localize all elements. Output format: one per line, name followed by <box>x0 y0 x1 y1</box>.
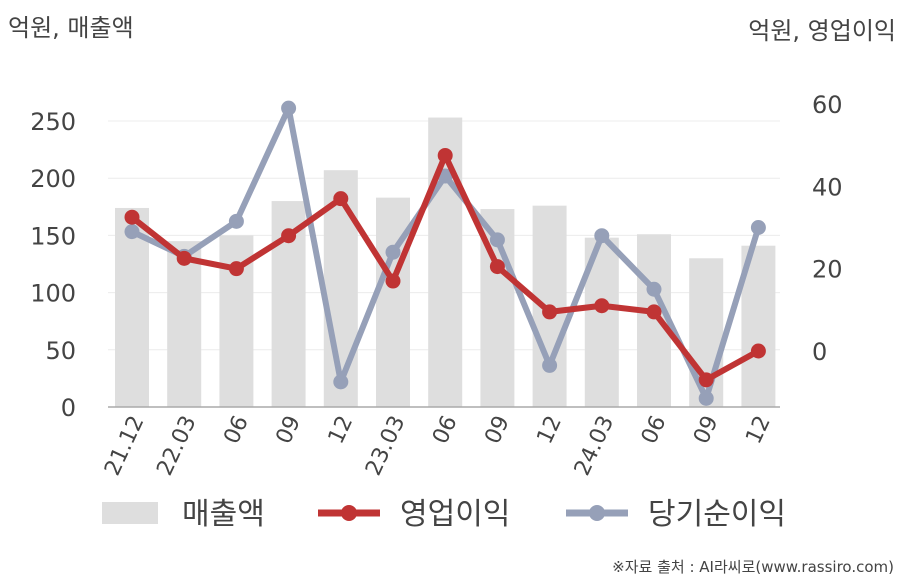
series-point <box>698 372 714 388</box>
x-axis-ticks: 21.12 22.03 06 09 12 23.03 06 09 12 24.03 06 09 12 <box>100 412 776 480</box>
series-point <box>385 273 401 289</box>
series-point <box>281 228 297 244</box>
left-tick-label: 200 <box>30 165 76 193</box>
series-point <box>698 390 714 406</box>
series-point <box>594 228 610 244</box>
revenue-bar <box>637 234 671 407</box>
series-point <box>124 224 140 240</box>
x-tick-label: 24.03 <box>570 412 619 480</box>
lines <box>124 100 766 406</box>
x-tick-label: 09 <box>689 412 723 448</box>
series-point <box>333 191 349 207</box>
x-tick-label: 21.12 <box>100 412 149 480</box>
series-point <box>437 147 453 163</box>
x-tick-label: 12 <box>533 412 567 448</box>
left-tick-label: 100 <box>30 280 76 308</box>
revenue-bar <box>115 207 149 407</box>
legend-label: 당기순이익 <box>648 497 786 532</box>
series-point <box>228 261 244 277</box>
series-point <box>542 357 558 373</box>
source-note: ※자료 출처 : AI라씨로(www.rassiro.com) <box>612 558 894 576</box>
legend: 매출액 영업이익 당기순이익 <box>102 497 786 532</box>
series-point <box>489 232 505 248</box>
series-point <box>646 281 662 297</box>
series-point <box>124 209 140 225</box>
legend-label: 매출액 <box>182 497 265 532</box>
revenue-bar <box>167 241 202 407</box>
series-point <box>176 250 192 266</box>
left-axis-title: 억원, 매출액 <box>8 14 134 42</box>
right-axis-ticks: 0 20 40 60 <box>812 91 843 366</box>
series-point <box>594 298 610 314</box>
legend-label: 영업이익 <box>400 497 510 532</box>
series-point <box>750 343 766 359</box>
series-point <box>542 304 558 320</box>
revenue-bar <box>428 117 463 408</box>
left-axis-ticks: 0 50 100 150 200 250 <box>30 108 76 422</box>
left-tick-label: 150 <box>30 222 76 250</box>
series-point <box>228 213 244 229</box>
legend-marker <box>589 505 605 521</box>
x-tick-label: 06 <box>219 412 253 448</box>
x-tick-label: 09 <box>272 412 306 448</box>
x-tick-label: 23.03 <box>361 412 410 480</box>
left-tick-label: 250 <box>30 108 76 136</box>
x-tick-label: 06 <box>428 412 462 448</box>
series-point <box>646 304 662 320</box>
legend-swatch <box>102 502 158 524</box>
right-tick-label: 60 <box>812 91 843 119</box>
x-tick-label: 22.03 <box>152 412 201 480</box>
series-point <box>281 100 297 116</box>
revenue-bar <box>376 197 410 407</box>
series-point <box>333 374 349 390</box>
left-tick-label: 50 <box>45 337 76 365</box>
x-tick-label: 09 <box>480 412 514 448</box>
x-tick-label: 12 <box>324 412 358 448</box>
series-point <box>750 220 766 235</box>
series-point <box>489 259 505 275</box>
right-tick-label: 40 <box>812 173 843 201</box>
left-tick-label: 0 <box>61 394 76 422</box>
right-tick-label: 0 <box>812 338 827 366</box>
legend-marker <box>341 505 357 521</box>
right-tick-label: 20 <box>812 256 843 284</box>
x-tick-label: 12 <box>741 412 775 448</box>
x-tick-label: 06 <box>637 412 671 448</box>
right-axis-title: 억원, 영업이익 <box>748 17 896 45</box>
series-point <box>385 244 401 260</box>
